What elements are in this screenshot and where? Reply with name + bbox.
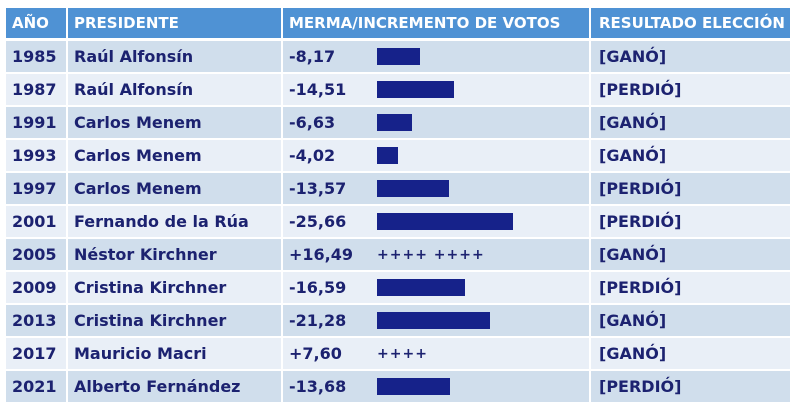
cell-result: [PERDIÓ] [599,377,682,396]
cell-vote-change: +7,60 ++++ [283,338,591,369]
change-value: -21,28 [289,311,347,330]
cell-year: 1987 [6,74,68,105]
cell-president: Carlos Menem [68,107,283,138]
cell-vote-change: -13,57 [283,173,591,204]
cell-vote-change: +16,49 ++++ ++++ [283,239,591,270]
change-value: -6,63 [289,113,336,132]
cell-president: Mauricio Macri [68,338,283,369]
change-value: +16,49 [289,245,354,264]
cell-president: Cristina Kirchner [68,305,283,336]
cell-president: Fernando de la Rúa [68,206,283,237]
cell-president: Raúl Alfonsín [68,41,283,72]
cell-vote-change: -4,02 [283,140,591,171]
cell-president: Carlos Menem [68,140,283,171]
change-value: -13,57 [289,179,347,198]
decrease-bar [377,180,449,197]
table-row: 1985 Raúl Alfonsín -8,17 [GANÓ] [6,41,790,74]
increase-marks: ++++ ++++ [377,246,485,263]
change-value: -16,59 [289,278,347,297]
cell-vote-change: -13,68 [283,371,591,402]
change-value: -25,66 [289,212,347,231]
cell-result: [PERDIÓ] [599,278,682,297]
table-row: 2013 Cristina Kirchner -21,28 [GANÓ] [6,305,790,338]
cell-president: Néstor Kirchner [68,239,283,270]
cell-year: 1985 [6,41,68,72]
table-row: 2009 Cristina Kirchner -16,59 [PERDIÓ] [6,272,790,305]
cell-result: [GANÓ] [599,344,667,363]
header-vote-change: MERMA/INCREMENTO DE VOTOS [283,8,591,38]
table-row: 2001 Fernando de la Rúa -25,66 [PERDIÓ] [6,206,790,239]
change-value: -14,51 [289,80,347,99]
change-value: -13,68 [289,377,347,396]
cell-president: Carlos Menem [68,173,283,204]
table-row: 2017 Mauricio Macri +7,60 ++++ [GANÓ] [6,338,790,371]
cell-year: 2009 [6,272,68,303]
cell-result: [GANÓ] [599,311,667,330]
table-row: 2021 Alberto Fernández -13,68 [PERDIÓ] [6,371,790,404]
cell-year: 2013 [6,305,68,336]
cell-year: 2017 [6,338,68,369]
table-header: AÑO PRESIDENTE MERMA/INCREMENTO DE VOTOS… [6,8,790,41]
decrease-bar [377,279,465,296]
decrease-bar [377,147,398,164]
change-value: -8,17 [289,47,336,66]
cell-president: Raúl Alfonsín [68,74,283,105]
decrease-bar [377,312,490,329]
table-row: 2005 Néstor Kirchner +16,49 ++++ ++++ [GANÓ] [6,239,790,272]
cell-vote-change: -6,63 [283,107,591,138]
cell-year: 2001 [6,206,68,237]
cell-result: [GANÓ] [599,113,667,132]
votes-table: AÑO PRESIDENTE MERMA/INCREMENTO DE VOTOS… [6,8,790,404]
cell-year: 1997 [6,173,68,204]
cell-vote-change: -16,59 [283,272,591,303]
header-president: PRESIDENTE [68,8,283,38]
cell-year: 1991 [6,107,68,138]
decrease-bar [377,81,454,98]
cell-result: [PERDIÓ] [599,179,682,198]
change-value: -4,02 [289,146,336,165]
cell-vote-change: -25,66 [283,206,591,237]
cell-year: 2005 [6,239,68,270]
cell-result: [GANÓ] [599,245,667,264]
cell-result: [GANÓ] [599,47,667,66]
header-year: AÑO [6,8,68,38]
header-election-result: RESULTADO ELECCIÓN [599,14,785,32]
cell-year: 1993 [6,140,68,171]
cell-vote-change: -8,17 [283,41,591,72]
table-row: 1987 Raúl Alfonsín -14,51 [PERDIÓ] [6,74,790,107]
cell-president: Alberto Fernández [68,371,283,402]
table-row: 1997 Carlos Menem -13,57 [PERDIÓ] [6,173,790,206]
table-body: 1985 Raúl Alfonsín -8,17 [GANÓ] 1987 Raúl Alf… [6,41,790,404]
increase-marks: ++++ [377,345,428,362]
table-row: 1991 Carlos Menem -6,63 [GANÓ] [6,107,790,140]
cell-year: 2021 [6,371,68,402]
decrease-bar [377,213,513,230]
cell-vote-change: -14,51 [283,74,591,105]
decrease-bar [377,48,420,65]
table-row: 1993 Carlos Menem -4,02 [GANÓ] [6,140,790,173]
cell-result: [PERDIÓ] [599,80,682,99]
decrease-bar [377,378,450,395]
cell-result: [PERDIÓ] [599,212,682,231]
cell-result: [GANÓ] [599,146,667,165]
cell-vote-change: -21,28 [283,305,591,336]
cell-president: Cristina Kirchner [68,272,283,303]
change-value: +7,60 [289,344,342,363]
decrease-bar [377,114,412,131]
